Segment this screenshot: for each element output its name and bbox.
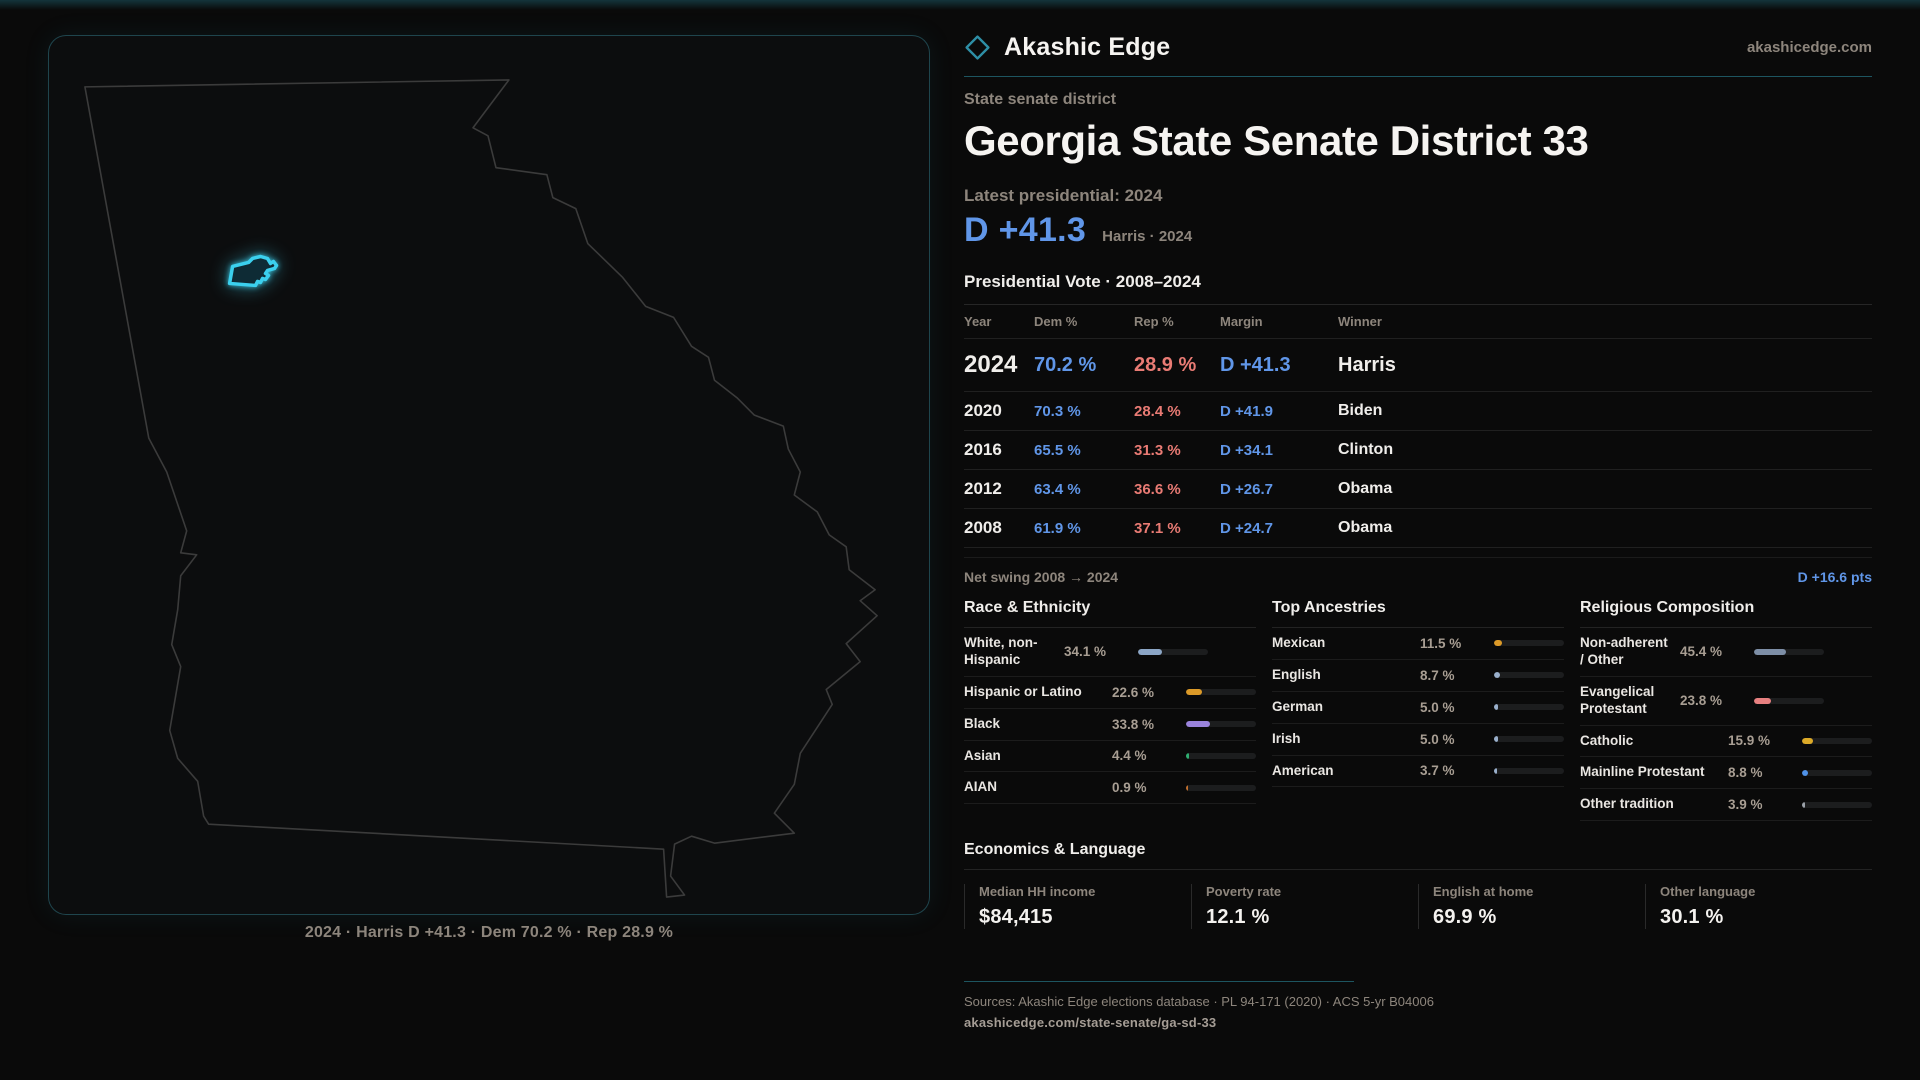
headline-margin-row: D +41.3 Harris · 2024 (964, 211, 1872, 250)
bar-track (1186, 752, 1256, 759)
bar-fill (1186, 784, 1189, 791)
demographics-section: Race & Ethnicity White, non-Hispanic 34.… (964, 599, 1872, 822)
list-item: Asian 4.4 % (964, 741, 1256, 773)
headline-margin-context: Harris · 2024 (1102, 228, 1193, 246)
stat-poverty-rate: Poverty rate 12.1 % (1191, 884, 1418, 930)
bar-track (1494, 736, 1564, 743)
bar-track (1186, 689, 1256, 696)
list-item: German 5.0 % (1272, 692, 1564, 724)
bar-track (1494, 704, 1564, 711)
stat-english-at-home: English at home 69.9 % (1418, 884, 1645, 930)
district-map-panel (48, 35, 930, 915)
list-item: Other tradition 3.9 % (1580, 789, 1872, 822)
list-item: Irish 5.0 % (1272, 724, 1564, 756)
georgia-state-outline (84, 79, 878, 898)
table-row: 2020 70.3 % 28.4 % D +41.9 Biden (964, 392, 1872, 432)
list-item: Black 33.8 % (964, 709, 1256, 741)
bar-fill (1186, 689, 1202, 696)
col-header-winner: Winner (1338, 314, 1382, 330)
bar-fill (1494, 736, 1498, 743)
bar-fill (1802, 801, 1805, 808)
vote-table-header: Year Dem % Rep % Margin Winner (964, 305, 1872, 340)
bar-fill (1494, 640, 1503, 647)
ancestries-column: Top Ancestries Mexican 11.5 % English 8.… (1272, 599, 1564, 821)
footer-divider (964, 981, 1354, 983)
list-item: Mexican 11.5 % (1272, 628, 1564, 660)
vote-table-title: Presidential Vote · 2008–2024 (964, 272, 1201, 292)
economics-stats: Median HH income $84,415 Poverty rate 12… (964, 884, 1872, 930)
permalink[interactable]: akashicedge.com/state-senate/ga-sd-33 (964, 1015, 1217, 1031)
bar-track (1186, 721, 1256, 728)
bar-track (1494, 767, 1564, 774)
brand-diamond-icon (965, 34, 990, 60)
economics-title: Economics & Language (964, 841, 1872, 871)
col-header-year: Year (964, 314, 992, 330)
list-item: American 3.7 % (1272, 756, 1564, 788)
table-row: 2012 63.4 % 36.6 % D +26.7 Obama (964, 470, 1872, 510)
district-33-shape[interactable] (227, 254, 279, 288)
bar-fill (1186, 721, 1210, 728)
net-swing-value: D +16.6 pts (1797, 569, 1872, 586)
list-item: White, non-Hispanic 34.1 % (964, 628, 1256, 677)
vote-table: Year Dem % Rep % Margin Winner 2024 70.2… (964, 304, 1872, 549)
race-column: Race & Ethnicity White, non-Hispanic 34.… (964, 599, 1256, 821)
table-row: 2024 70.2 % 28.9 % D +41.3 Harris (964, 339, 1872, 393)
bar-track (1494, 672, 1564, 679)
brand-domain-link[interactable]: akashicedge.com (1746, 38, 1872, 56)
bar-fill (1138, 648, 1162, 655)
sources-text: Sources: Akashic Edge elections database… (964, 994, 1434, 1010)
brand: Akashic Edge (964, 33, 1170, 62)
economics-section: Economics & Language Median HH income $8… (964, 841, 1872, 930)
ancestries-title: Top Ancestries (1272, 599, 1564, 629)
bar-track (1138, 648, 1208, 655)
list-item: Catholic 15.9 % (1580, 726, 1872, 758)
stat-median-hh-income: Median HH income $84,415 (964, 884, 1191, 930)
stat-other-language: Other language 30.1 % (1645, 884, 1872, 930)
bar-track (1802, 769, 1872, 776)
race-title: Race & Ethnicity (964, 599, 1256, 629)
bar-fill (1754, 648, 1786, 655)
page-title: Georgia State Senate District 33 (964, 117, 1589, 164)
bar-fill (1802, 769, 1809, 776)
list-item: AIAN 0.9 % (964, 772, 1256, 805)
list-item: Hispanic or Latino 22.6 % (964, 677, 1256, 709)
map-caption: 2024 · Harris D +41.3 · Dem 70.2 % · Rep… (304, 924, 674, 941)
bar-track (1802, 801, 1872, 808)
header-divider (964, 76, 1872, 77)
bar-fill (1494, 672, 1501, 679)
bar-fill (1494, 704, 1498, 711)
net-swing-row: Net swing 2008 → 2024 D +16.6 pts (964, 557, 1872, 585)
bar-fill (1186, 752, 1190, 759)
bar-fill (1494, 767, 1497, 774)
religion-title: Religious Composition (1580, 599, 1872, 629)
report-panel: Akashic Edge akashicedge.com State senat… (964, 28, 1872, 1030)
list-item: Mainline Protestant 8.8 % (1580, 757, 1872, 790)
header: Akashic Edge akashicedge.com (964, 28, 1872, 66)
bar-fill (1802, 737, 1814, 744)
col-header-dem: Dem % (1034, 314, 1078, 330)
table-row: 2016 65.5 % 31.3 % D +34.1 Clinton (964, 431, 1872, 471)
latest-label: Latest presidential: 2024 (964, 186, 1163, 206)
brand-name: Akashic Edge (1004, 32, 1171, 61)
bar-track (1186, 784, 1256, 791)
list-item: English 8.7 % (1272, 660, 1564, 692)
bar-track (1754, 648, 1824, 655)
col-header-margin: Margin (1220, 314, 1263, 330)
footer: Sources: Akashic Edge elections database… (964, 981, 1872, 1030)
table-row: 2008 61.9 % 37.1 % D +24.7 Obama (964, 509, 1872, 549)
bar-track (1754, 697, 1824, 704)
religion-column: Religious Composition Non-adherent / Oth… (1580, 599, 1872, 822)
col-header-rep: Rep % (1134, 314, 1174, 330)
kicker: State senate district (964, 91, 1117, 108)
list-item: Evangelical Protestant 23.8 % (1580, 677, 1872, 726)
net-swing-label: Net swing 2008 → 2024 (964, 569, 1119, 586)
bar-track (1802, 737, 1872, 744)
bar-track (1494, 640, 1564, 647)
georgia-map (84, 79, 878, 898)
list-item: Non-adherent / Other 45.4 % (1580, 628, 1872, 677)
bar-fill (1754, 697, 1771, 704)
headline-margin-value: D +41.3 (964, 211, 1087, 250)
